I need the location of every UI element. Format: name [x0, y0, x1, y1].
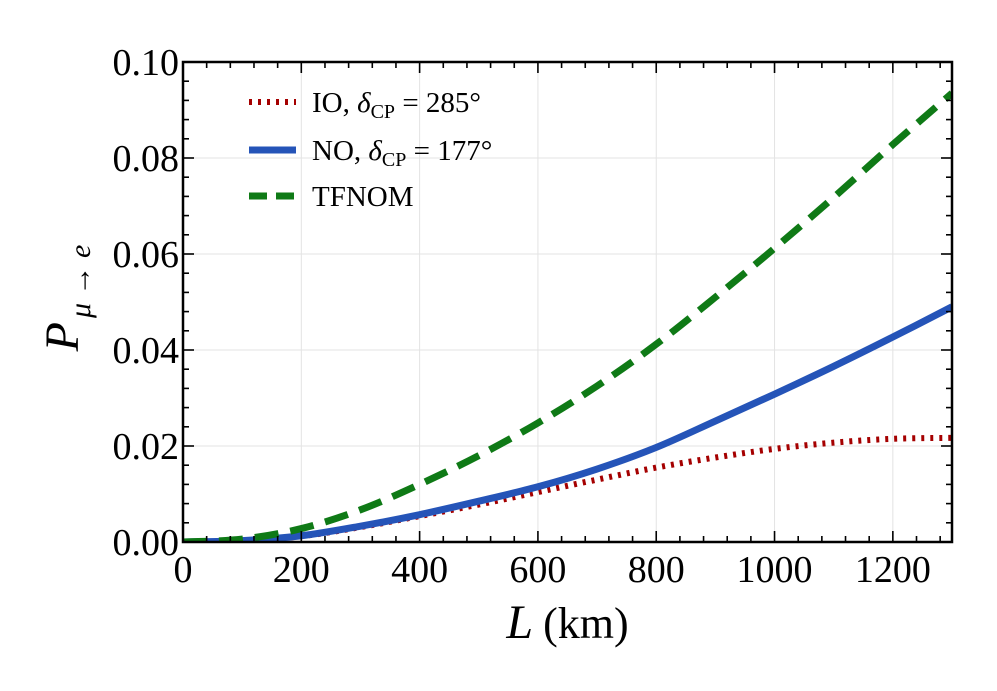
y-tick-label: 0.08	[113, 138, 180, 180]
series-line-dotted	[183, 434, 952, 542]
x-tick-label: 200	[273, 549, 330, 591]
y-tick-label: 0.04	[113, 330, 180, 372]
x-tick-label: 0	[174, 549, 193, 591]
series-line-solid	[183, 303, 952, 542]
x-axis-unit: (km)	[543, 599, 629, 648]
x-axis-symbol: L	[505, 596, 533, 649]
series-group	[183, 90, 952, 542]
x-tick-label: 1200	[855, 549, 931, 591]
legend-label: IO, δCP = 285°	[312, 87, 481, 123]
y-tick-label: 0.02	[113, 426, 180, 468]
x-tick-label: 800	[628, 549, 685, 591]
y-tick-label: 0.06	[113, 234, 180, 276]
grid	[183, 62, 952, 542]
y-axis-label: Pμ → e	[36, 245, 97, 353]
plot-frame	[181, 60, 954, 544]
y-axis-symbol: P	[36, 322, 89, 352]
x-tick-label: 1000	[737, 549, 813, 591]
x-tick-label: 600	[509, 549, 566, 591]
axis-ticks	[182, 61, 952, 543]
x-tick-label: 400	[391, 549, 448, 591]
y-tick-label: 0.00	[113, 522, 180, 564]
legend: IO, δCP = 285° NO, δCP = 177° TFNOM	[249, 87, 492, 213]
tick-labels: 0 200 400 600 800 1000 1200 0.00 0.02 0.04 0.06 0.0…	[113, 42, 931, 591]
legend-label: NO, δCP = 177°	[312, 135, 492, 171]
y-axis-subscript: μ → e	[64, 245, 97, 319]
svg-text:Pμ → e: Pμ → e	[36, 245, 97, 353]
x-axis-label: L (km)	[505, 596, 628, 649]
y-tick-label: 0.10	[113, 42, 180, 84]
legend-label: TFNOM	[312, 181, 414, 213]
series-line-dashed	[183, 90, 952, 542]
